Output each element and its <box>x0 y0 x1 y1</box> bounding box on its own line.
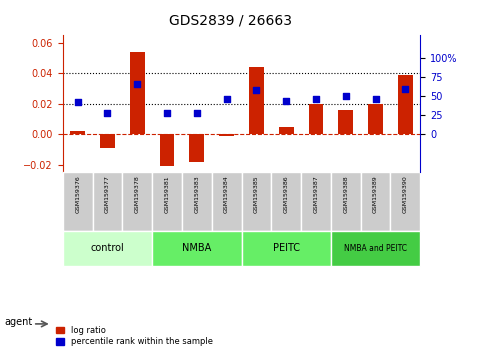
Point <box>133 81 141 87</box>
Point <box>193 110 201 116</box>
FancyBboxPatch shape <box>122 172 152 231</box>
Text: NMBA and PEITC: NMBA and PEITC <box>344 244 407 253</box>
Text: GDS2839 / 26663: GDS2839 / 26663 <box>169 14 292 28</box>
FancyBboxPatch shape <box>331 172 361 231</box>
Bar <box>130 52 145 135</box>
Text: GSM159389: GSM159389 <box>373 176 378 213</box>
Text: GSM159381: GSM159381 <box>165 176 170 213</box>
Text: GSM159377: GSM159377 <box>105 176 110 213</box>
Bar <box>159 135 174 166</box>
Point <box>163 110 171 116</box>
FancyBboxPatch shape <box>242 231 331 266</box>
Bar <box>338 110 353 135</box>
Point <box>74 99 82 105</box>
FancyBboxPatch shape <box>242 172 271 231</box>
Bar <box>189 135 204 162</box>
Text: GSM159384: GSM159384 <box>224 176 229 213</box>
FancyBboxPatch shape <box>63 231 152 266</box>
FancyBboxPatch shape <box>361 172 390 231</box>
Bar <box>70 131 85 135</box>
Bar <box>368 104 383 135</box>
FancyBboxPatch shape <box>212 172 242 231</box>
Text: control: control <box>91 243 124 253</box>
FancyBboxPatch shape <box>152 172 182 231</box>
Text: GSM159390: GSM159390 <box>403 176 408 213</box>
Bar <box>249 67 264 135</box>
Point <box>104 110 112 116</box>
Point <box>282 98 290 104</box>
Legend: log ratio, percentile rank within the sample: log ratio, percentile rank within the sa… <box>53 322 216 350</box>
Text: GSM159386: GSM159386 <box>284 176 289 213</box>
Text: GSM159376: GSM159376 <box>75 176 80 213</box>
Text: GSM159388: GSM159388 <box>343 176 348 213</box>
Point <box>223 97 230 102</box>
Point <box>253 87 260 93</box>
Text: GSM159378: GSM159378 <box>135 176 140 213</box>
Text: GSM159383: GSM159383 <box>194 176 199 213</box>
Point <box>401 86 409 92</box>
Bar <box>279 127 294 135</box>
Text: GSM159385: GSM159385 <box>254 176 259 213</box>
Text: PEITC: PEITC <box>273 243 299 253</box>
FancyBboxPatch shape <box>271 172 301 231</box>
FancyBboxPatch shape <box>331 231 420 266</box>
Point <box>312 97 320 102</box>
Point <box>372 97 380 102</box>
FancyBboxPatch shape <box>63 172 93 231</box>
FancyBboxPatch shape <box>301 172 331 231</box>
Bar <box>100 135 115 148</box>
Text: GSM159387: GSM159387 <box>313 176 318 213</box>
Bar <box>309 104 324 135</box>
FancyBboxPatch shape <box>152 231 242 266</box>
Text: NMBA: NMBA <box>182 243 212 253</box>
Text: agent: agent <box>5 317 33 327</box>
FancyBboxPatch shape <box>182 172 212 231</box>
FancyBboxPatch shape <box>93 172 122 231</box>
FancyBboxPatch shape <box>390 172 420 231</box>
Point <box>342 93 350 99</box>
Bar <box>398 75 413 135</box>
Bar <box>219 135 234 136</box>
